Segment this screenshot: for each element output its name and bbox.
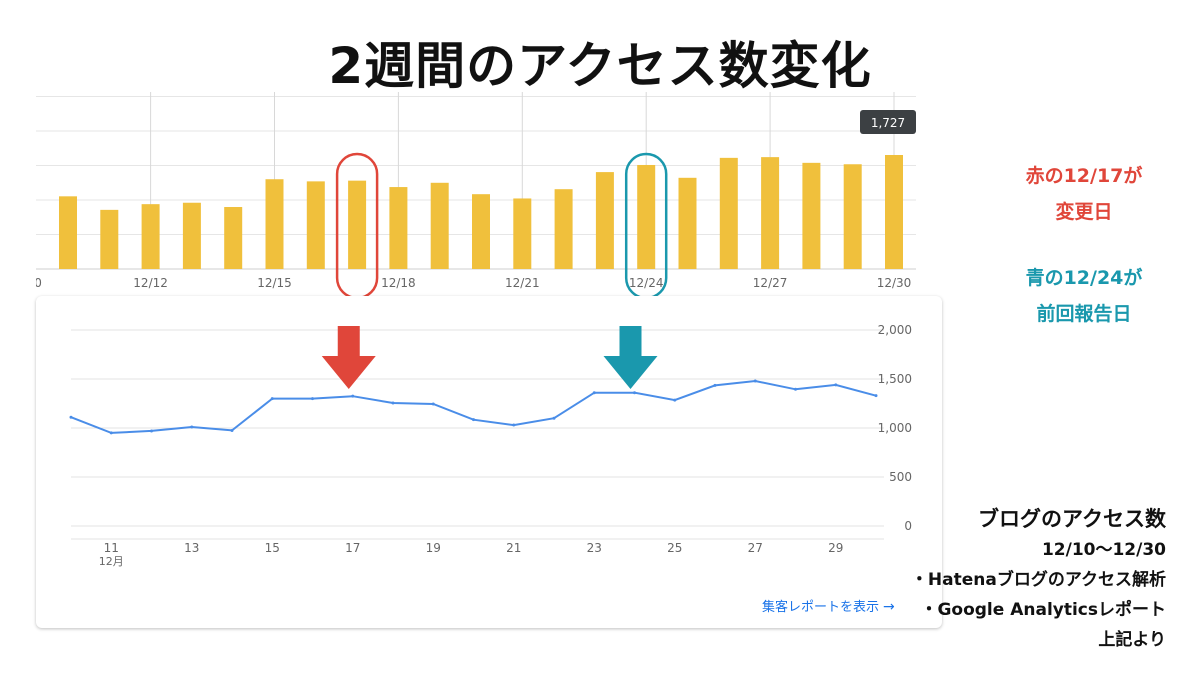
report-link-label: 集客レポートを表示: [762, 600, 880, 615]
bar-x-tick-label: 12/12: [133, 276, 168, 290]
bar: [802, 162, 821, 269]
line-point: [512, 423, 516, 427]
line-month-label: 12月: [99, 555, 124, 568]
line-x-tick-label: 17: [345, 541, 360, 555]
bar: [885, 155, 903, 269]
line-y-tick-label: 1,500: [878, 372, 912, 386]
bar: [719, 157, 738, 269]
line-x-tick-label: 23: [587, 541, 602, 555]
bar-x-tick-label: 12/15: [257, 276, 292, 290]
bar: [678, 177, 697, 269]
report-date-highlight: [624, 152, 668, 297]
bar: [637, 164, 656, 269]
line-point: [713, 383, 717, 387]
summary-source-hatena: ・Hatenaブログのアクセス解析: [910, 570, 1166, 590]
summary-heading: ブログのアクセス数: [978, 507, 1166, 531]
bar-x-tick-label: 12/24: [629, 276, 664, 290]
bar: [348, 180, 367, 269]
summary-range: 12/10〜12/30: [1041, 540, 1166, 560]
line-point: [794, 387, 797, 391]
bar-x-tick-label: 0: [36, 276, 42, 290]
tooltip-value: 1,727: [871, 116, 905, 130]
line-point: [311, 397, 314, 401]
line-y-tick-label: 1,000: [878, 421, 912, 435]
line-x-tick-label: 27: [748, 541, 763, 555]
line-x-tick-label: 29: [828, 541, 843, 555]
change-date-note-line2: 変更日: [1055, 201, 1113, 223]
bar-chart: 0 12/12 12/15 12/18 12/21 12/24 12/27 12/30 1,72…: [36, 92, 916, 297]
bar-x-tick-label: 12/27: [753, 276, 788, 290]
line-x-tick-label: 21: [506, 541, 521, 555]
line-point: [109, 431, 113, 435]
page-title: 2週間のアクセス数変化: [328, 37, 872, 95]
line-point: [69, 415, 73, 419]
line-point: [391, 401, 395, 405]
line-point: [230, 428, 234, 432]
change-date-note: 赤の12/17が 変更日: [1004, 158, 1164, 230]
bar-x-tick-label: 12/30: [877, 276, 912, 290]
previous-report-note-line1: 青の12/24が: [1025, 267, 1143, 289]
bar: [224, 207, 243, 269]
arrow-right-icon: →: [883, 599, 895, 615]
line-x-tick-label: 19: [426, 541, 441, 555]
bar: [513, 198, 532, 269]
line-x-tick-label: 15: [265, 541, 280, 555]
summary-tail: 上記より: [1098, 630, 1166, 650]
change-date-highlight: [335, 152, 379, 297]
line-x-tick-label: 13: [184, 541, 199, 555]
previous-report-note: 青の12/24が 前回報告日: [1004, 260, 1164, 332]
bar: [389, 187, 408, 269]
line-point: [592, 391, 596, 395]
bar: [430, 182, 449, 269]
bar: [843, 164, 862, 269]
line-point: [150, 429, 153, 433]
line-point: [673, 398, 677, 402]
bar: [472, 194, 490, 269]
bar: [59, 196, 77, 269]
tooltip-box: [860, 110, 916, 134]
bar: [595, 172, 614, 269]
line-point: [351, 394, 355, 398]
line-chart-card: [36, 296, 942, 628]
line-point: [190, 425, 194, 429]
bar: [182, 202, 201, 269]
bar: [265, 179, 284, 269]
bar-x-tick-label: 12/18: [381, 276, 416, 290]
line-x-tick-label: 11: [104, 541, 119, 555]
access-line: [70, 379, 877, 434]
line-point: [270, 397, 274, 401]
line-point: [472, 418, 475, 422]
bar: [554, 189, 573, 269]
line-point: [633, 391, 636, 395]
summary-source-ga: ・Google Analyticsレポート: [920, 600, 1166, 620]
report-date-arrow: [603, 326, 658, 389]
bar-x-tick-label: 12/21: [505, 276, 540, 290]
line-point: [874, 394, 878, 398]
report-link[interactable]: 集客レポートを表示 →: [762, 596, 895, 615]
line-point: [431, 402, 435, 406]
change-date-note-line1: 赤の12/17が: [1025, 165, 1143, 187]
line-chart: 2,000 1,500 1,000 500 0 11 13 15 17 19 21 23 25 27 29 1…: [69, 323, 912, 568]
line-x-tick-label: 25: [667, 541, 682, 555]
line-y-tick-label: 500: [889, 470, 912, 484]
bar: [761, 157, 780, 269]
bar: [306, 181, 325, 269]
line-point: [552, 416, 556, 420]
previous-report-note-line2: 前回報告日: [1036, 303, 1132, 325]
bar: [100, 209, 119, 269]
change-date-arrow: [321, 326, 376, 389]
line-y-tick-label: 0: [904, 519, 912, 533]
summary-block: ブログのアクセス数 12/10〜12/30 ・Hatenaブログのアクセス解析 …: [911, 503, 1166, 655]
line-point: [753, 379, 757, 383]
line-point: [834, 383, 838, 387]
line-y-tick-label: 2,000: [878, 323, 912, 337]
bar: [141, 204, 160, 269]
